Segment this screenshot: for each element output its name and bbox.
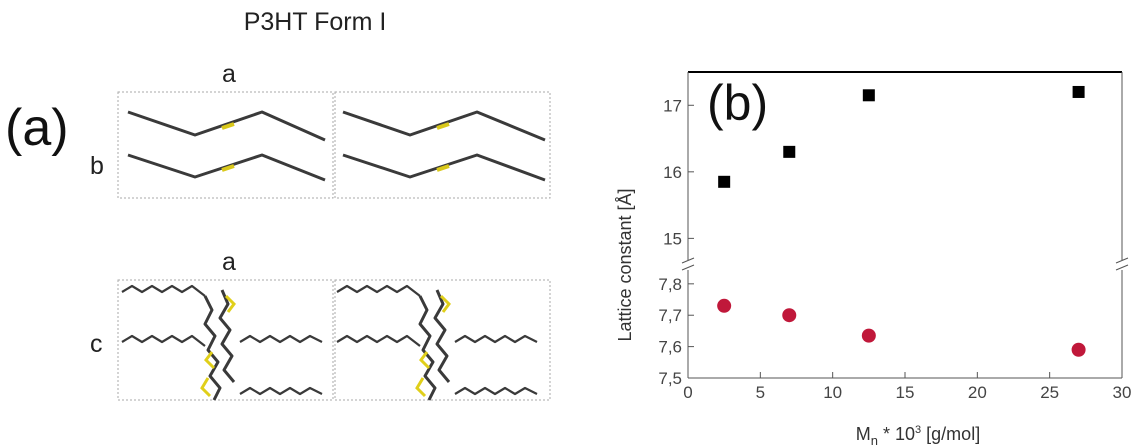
y-tick-label: 17 <box>663 96 682 115</box>
bottom-view-unit-cells <box>117 279 551 401</box>
x-tick-label: 20 <box>968 383 987 402</box>
axis-break-gap-right <box>1116 260 1128 270</box>
data-point-circle <box>717 298 732 313</box>
x-tick-label: 15 <box>896 383 915 402</box>
bottom-view-axis-a: a <box>222 248 236 276</box>
crystal-structure-drawing <box>117 91 551 401</box>
top-view-unit-cells <box>117 91 551 199</box>
panel-a-label: (a) <box>5 99 69 157</box>
axis-break-gap-left <box>682 260 694 270</box>
chart-points <box>717 85 1086 357</box>
x-axis-label: Mn * 103 [g/mol] <box>856 424 980 447</box>
axis-break-mark-right <box>1115 264 1129 271</box>
x-tick-label: 30 <box>1113 383 1132 402</box>
bottom-view-sulfur <box>200 294 451 398</box>
figure-title: P3HT Form I <box>243 8 387 36</box>
x-tick-label: 25 <box>1040 383 1059 402</box>
data-point-circle <box>1071 342 1086 357</box>
data-point-square <box>862 89 875 102</box>
y-tick-label: 7,5 <box>658 369 682 388</box>
x-tick-label: 10 <box>823 383 842 402</box>
axis-break-mark-right <box>1115 257 1129 264</box>
bottom-view-side-chains <box>121 284 538 396</box>
top-view-axis-b: b <box>90 152 104 180</box>
data-point-square <box>718 175 731 188</box>
bottom-view-backbone <box>203 289 451 401</box>
data-point-square <box>1072 85 1085 98</box>
data-point-circle <box>782 308 797 323</box>
y-tick-label: 7,8 <box>658 275 682 294</box>
y-tick-label: 15 <box>663 229 682 248</box>
data-point-circle <box>861 328 876 343</box>
top-view-sulfur <box>221 122 450 172</box>
lattice-constant-chart: 0 5 10 15 20 25 30 15 16 17 7,5 7,6 7,7 7,8 (b) Latti… <box>615 71 1131 447</box>
y-tick-label: 7,6 <box>658 338 682 357</box>
x-tick-label: 0 <box>683 383 692 402</box>
axis-break-mark-left <box>681 264 695 271</box>
data-point-square <box>783 145 796 158</box>
y-tick-label: 16 <box>663 163 682 182</box>
axis-break-mark-left <box>681 257 695 264</box>
top-view-axis-a: a <box>222 60 236 88</box>
panel-b-label: (b) <box>707 75 768 131</box>
top-view-chains <box>127 110 546 182</box>
chart-ticks: 0 5 10 15 20 25 30 15 16 17 7,5 7,6 7,7 7,8 <box>658 96 1131 402</box>
bottom-view-axis-c: c <box>90 330 103 358</box>
x-tick-label: 5 <box>756 383 765 402</box>
y-axis-label: Lattice constant [Å] <box>615 188 635 341</box>
y-tick-label: 7,7 <box>658 306 682 325</box>
